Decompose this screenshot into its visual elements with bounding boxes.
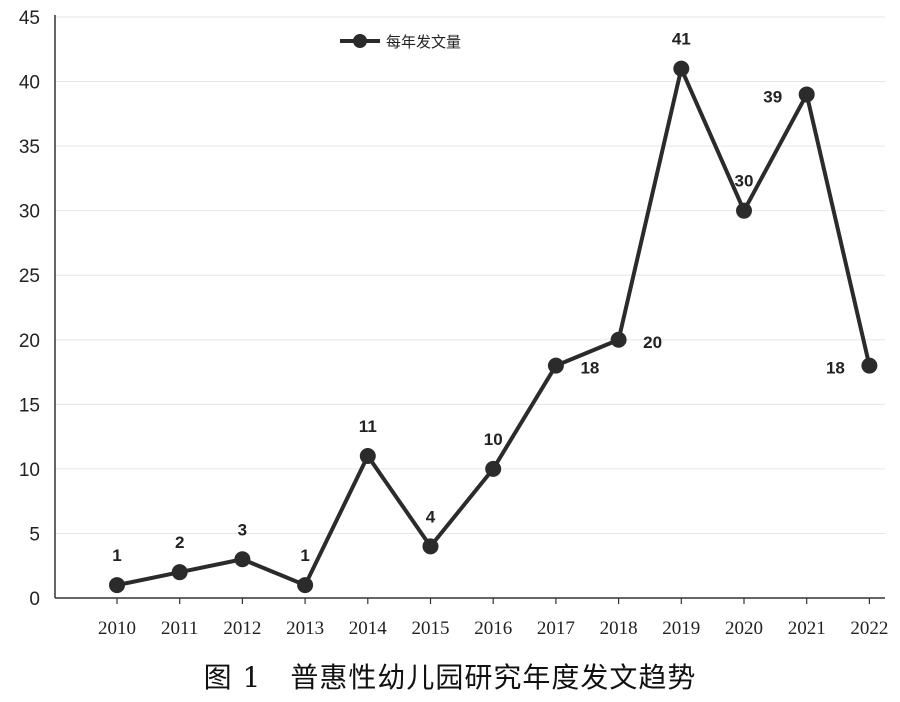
x-tick-label: 2017 [537,618,575,639]
data-label: 20 [643,333,662,352]
data-point [610,331,627,348]
x-tick-label: 2011 [161,618,198,639]
y-tick-label: 10 [19,460,40,481]
x-tick-label: 2016 [474,618,512,639]
y-tick-label: 25 [19,266,40,287]
data-label: 10 [484,430,503,449]
data-label: 18 [826,359,845,378]
data-point [297,577,314,594]
x-tick-label: 2018 [600,618,638,639]
data-label: 30 [735,172,754,191]
data-label: 3 [238,520,247,539]
y-tick-label: 45 [19,8,40,29]
x-tick-label: 2021 [788,618,826,639]
data-point [547,357,564,374]
x-tick-label: 2022 [850,618,888,639]
legend-marker [353,34,367,48]
data-point [234,551,251,568]
legend-label: 每年发文量 [386,33,461,51]
data-label: 1 [300,546,309,565]
y-tick-label: 0 [29,589,40,610]
data-point [861,357,878,374]
x-tick-label: 2019 [662,618,700,639]
data-label: 41 [672,30,691,49]
data-label: 11 [359,417,377,436]
data-point [422,538,439,555]
y-tick-label: 15 [19,395,40,416]
figure-caption: 图 1 普惠性幼儿园研究年度发文趋势 [203,661,697,694]
data-point [736,202,752,219]
data-label: 18 [580,359,599,378]
y-tick-label: 20 [19,331,40,352]
x-tick-label: 2013 [286,618,324,639]
data-point [109,577,125,594]
data-point [171,564,188,581]
x-tick-label: 2012 [223,618,261,639]
data-point [798,86,815,103]
data-label: 39 [763,87,782,106]
data-label: 2 [175,533,184,552]
data-point [673,60,690,77]
y-tick-label: 5 [29,524,40,545]
data-label: 1 [112,546,121,565]
data-point [485,460,502,477]
y-tick-label: 40 [19,73,40,94]
x-tick-label: 2020 [725,618,763,639]
data-label: 4 [426,507,436,526]
y-tick-label: 35 [19,137,40,158]
x-tick-label: 2010 [98,618,136,639]
x-tick-label: 2015 [412,618,450,639]
data-point [359,447,376,464]
y-tick-label: 30 [19,202,40,223]
x-tick-label: 2014 [349,618,388,639]
